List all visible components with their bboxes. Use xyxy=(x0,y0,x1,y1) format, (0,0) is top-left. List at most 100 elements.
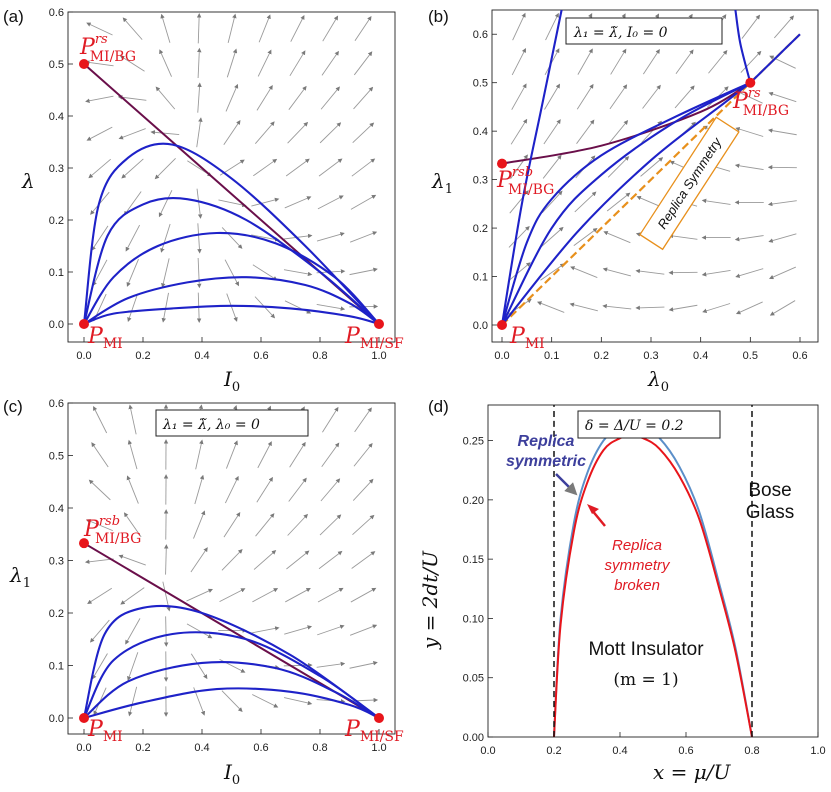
panel-d-label-rs-1: Replica xyxy=(518,433,575,450)
panel-d-label-rsb-1: Replica xyxy=(612,537,662,554)
flow-line xyxy=(82,604,380,719)
y-tick-label: 0.2 xyxy=(49,215,64,227)
stream-arrow xyxy=(354,407,372,433)
x-tick-label: 0.4 xyxy=(194,742,209,754)
stream-arrow xyxy=(197,47,202,79)
stream-arrow xyxy=(126,258,139,287)
stream-arrow xyxy=(221,690,243,712)
stream-arrow xyxy=(606,192,631,212)
stream-arrow xyxy=(91,225,109,251)
stream-arrow xyxy=(668,233,698,240)
x-tick-label: 1.0 xyxy=(371,742,386,754)
stream-arrow xyxy=(602,267,632,277)
stream-arrow xyxy=(577,48,593,75)
stream-arrow xyxy=(352,514,375,535)
panel-c-condition-text: λ₁ = λ̃, λ₀ = 0 xyxy=(162,417,260,433)
y-tick-label: 0.5 xyxy=(49,59,64,71)
x-tick-label: 0.3 xyxy=(643,350,658,362)
stream-arrow xyxy=(320,478,341,502)
panel-d-arrow-rsb-head xyxy=(587,504,599,514)
stream-arrow xyxy=(287,513,309,536)
stream-arrow xyxy=(85,95,114,103)
x-tick-label: 0.8 xyxy=(312,350,327,362)
stream-arrow xyxy=(570,266,598,278)
stream-arrow xyxy=(287,121,309,144)
stream-arrow xyxy=(253,549,277,570)
stream-arrow xyxy=(223,120,241,146)
x-tick-label: 0.0 xyxy=(494,350,509,362)
stream-arrow xyxy=(642,48,660,75)
fixed-point-marker xyxy=(79,319,89,329)
fixed-points xyxy=(79,59,756,723)
stream-arrow xyxy=(196,188,203,219)
panel-b: (b) 0.0 0.1 0.2 0.3 0.4 0.5 0.6 0.0 0.1 0.2 0.3 0.4… xyxy=(428,7,819,395)
stream-arrow xyxy=(576,83,594,110)
stream-arrow xyxy=(158,189,173,218)
panel-d-condition-text: δ = Δ/U = 0.2 xyxy=(585,418,684,434)
stream-arrow xyxy=(226,48,238,78)
stream-arrow xyxy=(91,442,109,468)
stream-arrow xyxy=(289,441,306,468)
stream-arrow xyxy=(86,126,113,141)
stream-arrow xyxy=(164,544,169,575)
fixed-point-marker xyxy=(79,538,89,549)
y-tick-label: 0.3 xyxy=(49,163,64,175)
stream-arrow xyxy=(320,86,340,110)
x-tick-label: 0.6 xyxy=(678,745,693,757)
stream-arrow xyxy=(576,119,595,144)
stream-arrow xyxy=(127,652,139,681)
stream-arrow xyxy=(674,85,695,109)
flow-line xyxy=(83,276,380,325)
stream-arrow xyxy=(609,84,628,110)
stream-arrow xyxy=(351,158,376,177)
y-tick-label: 0.6 xyxy=(49,7,64,19)
stream-arrow xyxy=(117,95,147,101)
flow-line xyxy=(83,661,380,719)
flow-line xyxy=(83,687,380,720)
y-tick-label: 0.0 xyxy=(473,320,488,332)
panel-d-label-rsb-3: broken xyxy=(614,577,660,594)
stream-arrow xyxy=(92,653,108,680)
stream-arrow xyxy=(196,257,202,289)
flow-line xyxy=(500,9,563,326)
fixed-point-marker xyxy=(497,320,507,330)
stream-arrow xyxy=(161,292,169,323)
stream-arrow xyxy=(154,158,176,180)
panel-b-ylabel: λ1 xyxy=(431,169,453,197)
stream-arrow xyxy=(769,266,797,280)
panel-c-condition-box xyxy=(155,409,309,437)
panel-d-label-rs-2: symmetric xyxy=(506,453,586,470)
flow-line xyxy=(82,197,380,325)
stream-arrow xyxy=(511,48,526,76)
stream-arrow xyxy=(349,267,378,276)
stream-arrow xyxy=(635,268,665,275)
stream-arrow xyxy=(289,50,306,77)
stream-arrow xyxy=(251,234,280,242)
stream-arrow xyxy=(610,48,627,75)
stream-arrow xyxy=(87,587,113,605)
y-tick-label: 0.5 xyxy=(49,451,64,463)
stream-arrow xyxy=(219,588,246,603)
panel-a-tag: (a) xyxy=(3,7,24,26)
stream-arrow xyxy=(511,83,527,110)
y-tick-label: 0.1 xyxy=(49,661,64,673)
stream-arrow xyxy=(186,623,213,639)
y-tick-label: 0.6 xyxy=(473,29,488,41)
panel-b-fp-mi-label: PMI xyxy=(509,324,545,352)
stream-arrow xyxy=(196,117,203,148)
fixed-point-marker xyxy=(79,59,89,69)
y-tick-label: 0.4 xyxy=(49,503,64,515)
stream-arrow xyxy=(288,85,307,110)
stream-arrow xyxy=(735,301,763,315)
stream-arrow xyxy=(316,303,346,311)
stream-arrow xyxy=(190,653,208,680)
fixed-point-marker xyxy=(79,713,89,723)
stream-arrow xyxy=(119,55,145,72)
x-tick-label: 0.6 xyxy=(792,350,807,362)
stream-arrow xyxy=(543,119,561,145)
stream-arrow xyxy=(317,195,344,210)
stream-arrow xyxy=(221,549,243,571)
stream-arrow xyxy=(161,258,170,288)
panel-b-condition-text: λ₁ = λ̃, I₀ = 0 xyxy=(573,25,668,41)
stream-arrow xyxy=(126,475,139,504)
